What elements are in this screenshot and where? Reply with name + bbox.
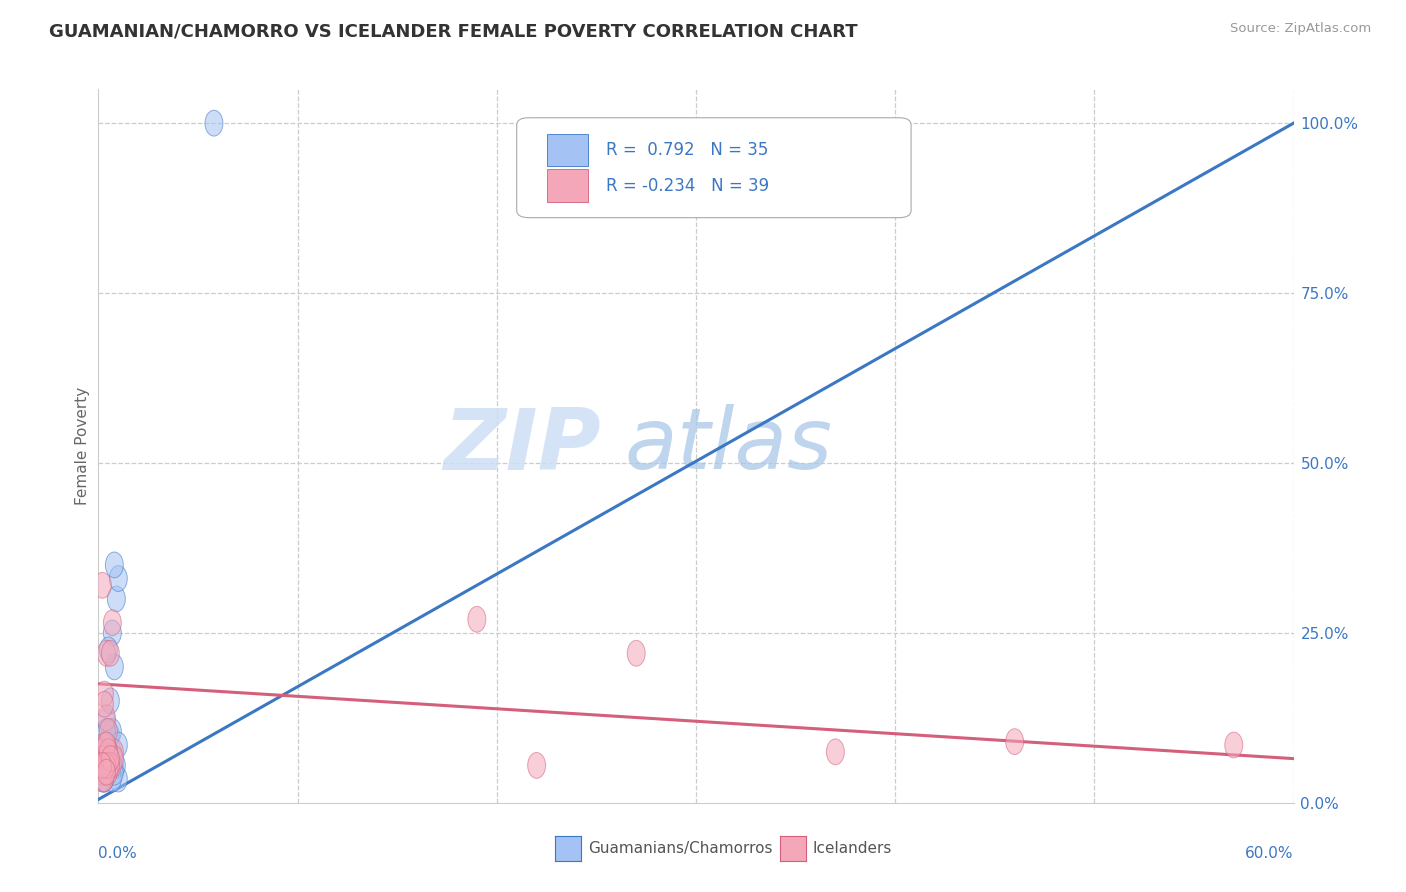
Ellipse shape [107, 753, 125, 779]
Ellipse shape [100, 739, 117, 764]
Ellipse shape [93, 746, 111, 772]
Y-axis label: Female Poverty: Female Poverty [75, 387, 90, 505]
Ellipse shape [97, 732, 115, 758]
Ellipse shape [104, 766, 121, 792]
Ellipse shape [93, 739, 111, 764]
Text: Guamanians/Chamorros: Guamanians/Chamorros [588, 841, 772, 855]
Ellipse shape [100, 736, 117, 762]
Ellipse shape [96, 753, 114, 779]
Ellipse shape [101, 753, 120, 779]
Ellipse shape [101, 688, 120, 714]
Ellipse shape [104, 753, 121, 779]
Ellipse shape [97, 753, 115, 779]
Ellipse shape [110, 566, 128, 591]
Ellipse shape [97, 759, 115, 785]
Ellipse shape [97, 640, 115, 666]
Ellipse shape [93, 573, 111, 599]
Ellipse shape [110, 766, 128, 792]
Text: 60.0%: 60.0% [1246, 846, 1294, 861]
Ellipse shape [205, 111, 224, 136]
Ellipse shape [627, 640, 645, 666]
Text: Source: ZipAtlas.com: Source: ZipAtlas.com [1230, 22, 1371, 36]
Ellipse shape [101, 722, 120, 747]
Ellipse shape [105, 746, 124, 772]
Ellipse shape [105, 759, 124, 785]
FancyBboxPatch shape [517, 118, 911, 218]
Ellipse shape [93, 766, 111, 792]
Ellipse shape [93, 753, 111, 779]
Ellipse shape [468, 607, 486, 632]
Ellipse shape [93, 759, 111, 785]
Ellipse shape [110, 732, 128, 758]
Ellipse shape [97, 736, 115, 762]
Ellipse shape [104, 620, 121, 646]
Ellipse shape [100, 759, 117, 785]
Ellipse shape [97, 732, 115, 758]
Ellipse shape [93, 739, 111, 764]
Ellipse shape [96, 753, 114, 779]
Ellipse shape [96, 681, 114, 707]
Text: R =  0.792   N = 35: R = 0.792 N = 35 [606, 141, 769, 159]
Ellipse shape [97, 759, 115, 785]
Ellipse shape [105, 654, 124, 680]
Ellipse shape [97, 719, 115, 744]
Ellipse shape [100, 739, 117, 764]
Ellipse shape [100, 746, 117, 772]
Text: atlas: atlas [624, 404, 832, 488]
Text: ZIP: ZIP [443, 404, 600, 488]
Text: 0.0%: 0.0% [98, 846, 138, 861]
Ellipse shape [105, 753, 124, 779]
Ellipse shape [93, 759, 111, 785]
Ellipse shape [97, 708, 115, 734]
Ellipse shape [96, 753, 114, 779]
Ellipse shape [97, 705, 115, 731]
Ellipse shape [96, 766, 114, 792]
Ellipse shape [104, 739, 121, 764]
Ellipse shape [104, 610, 121, 636]
Ellipse shape [101, 746, 120, 772]
Ellipse shape [96, 746, 114, 772]
Ellipse shape [93, 746, 111, 772]
Ellipse shape [101, 640, 120, 666]
Ellipse shape [100, 719, 117, 744]
Text: GUAMANIAN/CHAMORRO VS ICELANDER FEMALE POVERTY CORRELATION CHART: GUAMANIAN/CHAMORRO VS ICELANDER FEMALE P… [49, 22, 858, 40]
Ellipse shape [97, 746, 115, 772]
Ellipse shape [93, 753, 111, 779]
Text: R = -0.234   N = 39: R = -0.234 N = 39 [606, 177, 769, 194]
Ellipse shape [527, 753, 546, 779]
Ellipse shape [105, 552, 124, 578]
Ellipse shape [1005, 729, 1024, 755]
Ellipse shape [96, 766, 114, 792]
Ellipse shape [93, 766, 111, 792]
Ellipse shape [96, 732, 114, 758]
Ellipse shape [93, 753, 111, 779]
Ellipse shape [96, 766, 114, 792]
Ellipse shape [105, 739, 124, 764]
Ellipse shape [96, 759, 114, 785]
Ellipse shape [96, 691, 114, 717]
Ellipse shape [93, 753, 111, 779]
FancyBboxPatch shape [547, 134, 589, 166]
Ellipse shape [100, 637, 117, 663]
Ellipse shape [1225, 732, 1243, 758]
Ellipse shape [97, 759, 115, 785]
Ellipse shape [101, 753, 120, 779]
Ellipse shape [96, 753, 114, 779]
Ellipse shape [107, 586, 125, 612]
FancyBboxPatch shape [547, 169, 589, 202]
Ellipse shape [104, 719, 121, 744]
Text: Icelanders: Icelanders [813, 841, 891, 855]
Ellipse shape [827, 739, 845, 764]
